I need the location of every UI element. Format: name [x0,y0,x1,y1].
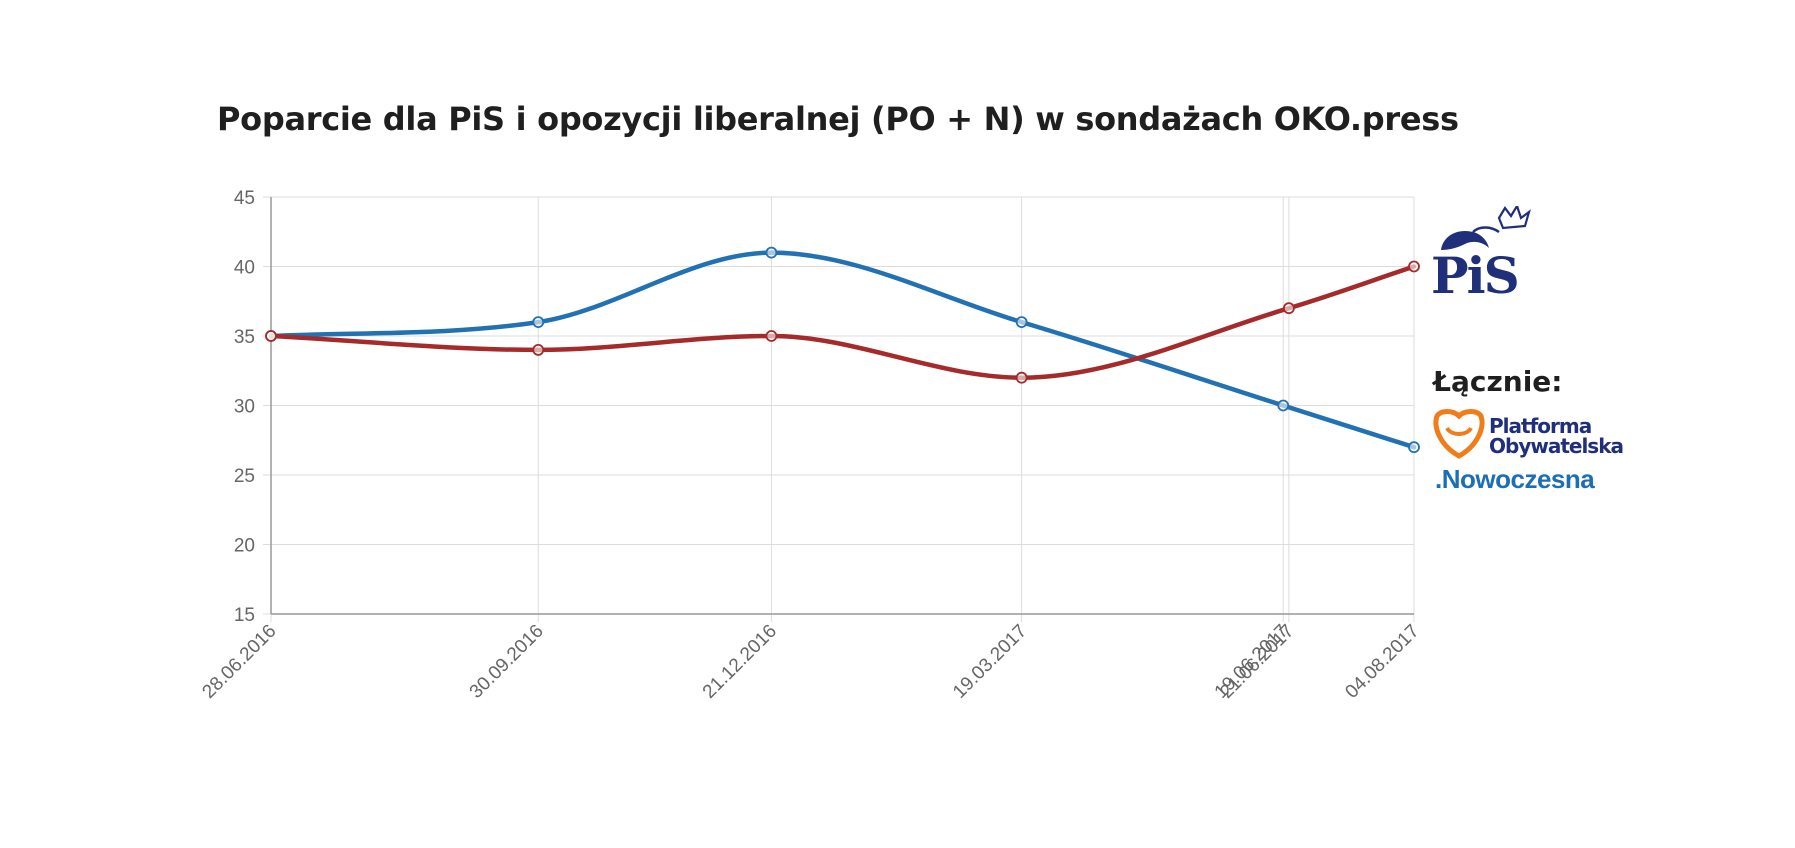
combined-label: Łącznie: [1433,365,1563,398]
y-tick-label: 15 [234,605,255,626]
y-tick-label: 30 [234,397,255,418]
po-line1: Platforma [1489,414,1592,438]
data-point [1015,316,1028,329]
nowoczesna-logo-text: .Nowoczesna [1435,464,1595,494]
pis-logo: PiS [1429,203,1539,305]
series-line-1 [268,264,1417,380]
y-tick-label: 45 [234,188,255,209]
po-logo-icon [1433,409,1485,459]
chart-grid [263,196,1415,622]
data-point [765,246,778,259]
data-point [532,343,545,356]
data-point [532,316,545,329]
y-tick-label: 25 [234,466,255,487]
legend: PiS Łącznie: Platforma Obywatelska .Nowo… [1425,200,1685,500]
eagle-crown-icon [1441,203,1531,250]
x-tick-label: 04.08.2017 [1341,621,1423,703]
y-tick-label: 40 [234,258,255,279]
series-lines [268,250,1417,450]
po-line2: Obywatelska [1489,434,1624,458]
chart-title: Poparcie dla PiS i opozycji liberalnej (… [217,100,1459,138]
data-point [765,330,778,342]
data-point [1277,399,1290,412]
series-points [265,246,1420,454]
x-tick-label: 21.12.2016 [699,621,781,703]
x-axis-ticks: 28.06.2016 30.09.2016 21.12.2016 19.03.2017… [198,621,1423,703]
y-tick-label: 20 [234,536,255,557]
x-tick-label: 19.03.2017 [949,621,1031,703]
data-point [1015,371,1028,384]
po-logo-text: Platforma Obywatelska [1489,414,1624,458]
x-tick-label: 21.06.2017 [1216,621,1298,703]
data-point [265,330,277,342]
pis-logo-text: PiS [1431,246,1520,305]
y-tick-label: 35 [234,327,255,348]
x-tick-label: 28.06.2016 [198,621,280,703]
series-line-0 [268,250,1417,450]
y-axis-ticks: 45 40 35 30 25 20 15 [234,188,255,626]
data-point [1408,260,1420,273]
data-point [1282,302,1295,315]
data-point [1408,441,1420,454]
x-tick-label: 30.09.2016 [466,621,548,703]
